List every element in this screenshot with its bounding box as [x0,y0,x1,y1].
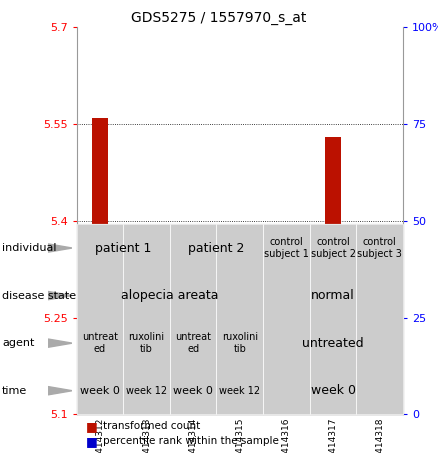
Bar [371,263,388,414]
Polygon shape [48,244,72,252]
Bar [325,137,341,414]
Text: control
subject 2: control subject 2 [311,237,356,259]
Text: untreat
ed: untreat ed [82,333,118,354]
Text: percentile rank within the sample: percentile rank within the sample [103,436,279,446]
Bar [278,331,295,414]
Text: individual: individual [2,243,57,253]
Text: week 0: week 0 [80,386,120,396]
Text: week 12: week 12 [126,386,167,396]
Text: transformed count: transformed count [103,421,200,431]
Bar [92,118,108,414]
Polygon shape [48,291,72,300]
Text: week 12: week 12 [219,386,260,396]
Text: untreat
ed: untreat ed [175,333,211,354]
Text: week 0: week 0 [311,384,356,397]
Bar [138,372,155,414]
Text: ■: ■ [85,420,97,433]
Polygon shape [48,339,72,347]
Text: GDS5275 / 1557970_s_at: GDS5275 / 1557970_s_at [131,11,307,25]
Text: patient 2: patient 2 [188,241,245,255]
Text: normal: normal [311,289,355,302]
Text: ruxolini
tib: ruxolini tib [128,333,165,354]
Text: control
subject 3: control subject 3 [357,237,402,259]
Text: untreated: untreated [302,337,364,350]
Text: time: time [2,386,28,396]
Text: agent: agent [2,338,35,348]
Text: alopecia areata: alopecia areata [121,289,219,302]
Bar [232,266,248,414]
Text: control
subject 1: control subject 1 [264,237,309,259]
Text: ■: ■ [85,435,97,448]
Polygon shape [48,386,72,395]
Bar [185,324,201,414]
Text: patient 1: patient 1 [95,241,152,255]
Text: disease state: disease state [2,290,76,301]
Text: week 0: week 0 [173,386,213,396]
Text: ruxolini
tib: ruxolini tib [222,333,258,354]
